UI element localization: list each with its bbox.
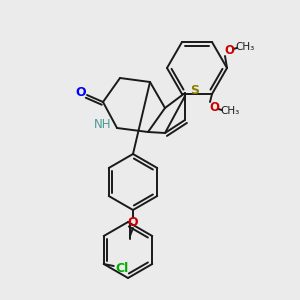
Text: CH₃: CH₃ xyxy=(236,42,255,52)
Text: NH: NH xyxy=(94,118,112,130)
Text: O: O xyxy=(209,101,219,115)
Text: O: O xyxy=(76,85,86,98)
Text: Cl: Cl xyxy=(115,262,128,275)
Text: O: O xyxy=(128,217,138,230)
Text: CH₃: CH₃ xyxy=(220,106,240,116)
Text: O: O xyxy=(224,44,234,56)
Text: S: S xyxy=(190,85,200,98)
